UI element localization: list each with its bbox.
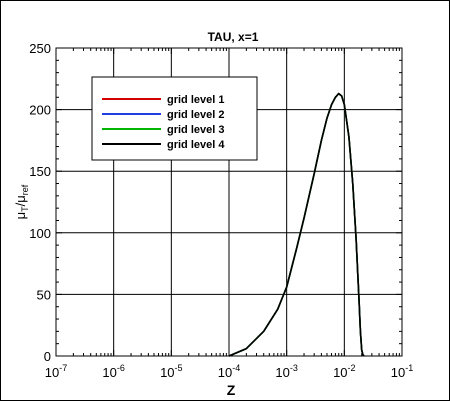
legend-label-1: grid level 1	[167, 94, 224, 106]
legend-label-3: grid level 3	[167, 124, 224, 136]
x-tick-label: 10-1	[391, 363, 413, 380]
y-tick-label: 200	[29, 103, 51, 118]
legend-label-4: grid level 4	[167, 139, 225, 151]
chart-title: TAU, x=1	[208, 30, 259, 44]
x-tick-label: 10-5	[160, 363, 182, 380]
y-tick-labels: 0 50 100 150 200 250	[29, 41, 51, 364]
x-tick-label: 10-6	[102, 363, 124, 380]
series-lines	[228, 92, 365, 357]
y-tick-label: 0	[44, 349, 51, 364]
x-tick-label: 10-3	[275, 363, 297, 380]
plot-area-border	[55, 47, 403, 357]
x-tick-label: 10-7	[45, 363, 67, 380]
x-tick-labels: 10-7 10-6 10-5 10-4 10-3 10-2 10-1	[45, 363, 413, 380]
x-axis-label: Z	[227, 382, 236, 398]
y-tick-label: 100	[29, 226, 51, 241]
x-tick-label: 10-2	[333, 363, 355, 380]
y-tick-label: 150	[29, 164, 51, 179]
x-tick-label: 10-4	[218, 363, 240, 380]
series-line-4	[228, 92, 365, 357]
legend-label-2: grid level 2	[167, 109, 224, 121]
legend: grid level 1 grid level 2 grid level 3 g…	[91, 76, 258, 161]
y-axis-label: μT/μref	[13, 184, 30, 219]
legend-box	[91, 76, 258, 161]
y-tick-label: 50	[37, 287, 51, 302]
y-tick-label: 250	[29, 41, 51, 56]
